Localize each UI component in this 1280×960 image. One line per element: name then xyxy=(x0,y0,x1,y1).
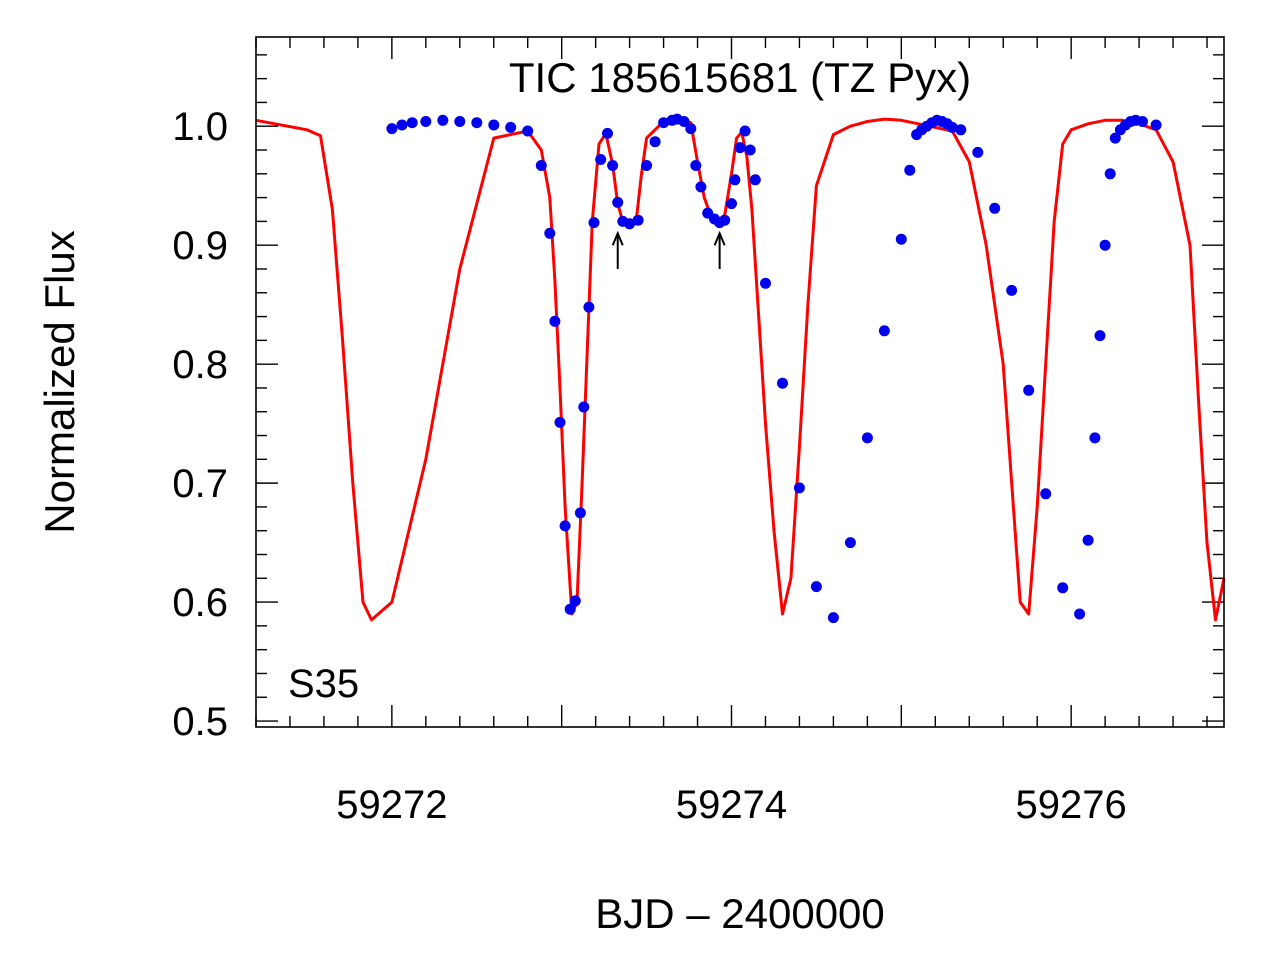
data-point xyxy=(437,114,449,126)
data-point xyxy=(1109,132,1121,144)
data-point xyxy=(471,117,483,129)
data-point xyxy=(1057,582,1069,594)
data-point xyxy=(955,124,967,136)
data-point xyxy=(406,117,418,129)
data-point xyxy=(632,214,644,226)
y-tick-label: 0.9 xyxy=(172,224,228,268)
data-point xyxy=(904,164,916,176)
data-point xyxy=(454,116,466,127)
data-point xyxy=(420,116,432,127)
data-point xyxy=(1094,330,1106,342)
data-point xyxy=(649,136,661,148)
data-point xyxy=(607,160,619,171)
data-point xyxy=(1104,168,1116,180)
data-point xyxy=(760,277,771,289)
y-tick-label: 0.6 xyxy=(172,581,228,625)
data-point xyxy=(678,116,690,127)
data-point xyxy=(595,154,607,165)
data-point xyxy=(574,507,586,519)
data-point xyxy=(690,160,702,171)
data-point xyxy=(1137,116,1148,127)
data-point xyxy=(588,217,600,229)
data-point xyxy=(658,117,670,129)
data-point xyxy=(1023,384,1035,396)
data-point xyxy=(1006,284,1018,296)
data-point xyxy=(535,160,547,171)
data-point xyxy=(505,121,517,133)
data-point xyxy=(1040,488,1052,500)
y-axis-label: Normalized Flux xyxy=(36,230,83,533)
data-point xyxy=(810,581,822,593)
data-point xyxy=(726,198,737,210)
x-tick-label: 59276 xyxy=(1016,783,1127,827)
data-point xyxy=(827,612,839,624)
data-point xyxy=(1074,608,1086,620)
data-point xyxy=(685,123,697,135)
data-point xyxy=(386,123,398,135)
data-point xyxy=(989,202,1001,214)
data-point xyxy=(578,401,590,413)
x-tick-label: 59272 xyxy=(336,783,447,827)
data-point xyxy=(488,119,500,131)
y-tick-label: 1.0 xyxy=(172,105,228,149)
data-point xyxy=(777,377,788,389)
y-tick-label: 0.8 xyxy=(172,343,228,387)
data-point xyxy=(583,301,595,313)
data-point xyxy=(878,325,890,337)
data-point xyxy=(861,432,873,444)
data-point xyxy=(895,233,907,245)
model-fit-line-group xyxy=(255,117,1226,622)
axis-ticks xyxy=(255,37,1224,727)
data-point xyxy=(641,160,653,171)
data-point xyxy=(396,119,408,131)
data-point xyxy=(624,218,636,230)
x-tick-label: 59274 xyxy=(676,783,787,827)
data-point xyxy=(972,146,984,158)
data-point xyxy=(739,125,751,137)
data-point xyxy=(1099,239,1111,251)
arrow-head xyxy=(713,230,726,246)
data-point xyxy=(749,174,761,186)
data-point xyxy=(1082,534,1094,546)
sector-label: S35 xyxy=(288,662,359,706)
data-point xyxy=(569,595,581,607)
data-point xyxy=(719,214,731,226)
data-point xyxy=(544,227,556,239)
x-tick-labels: 59272 59274 59276 xyxy=(336,783,1127,827)
data-point xyxy=(554,416,566,428)
observation-points xyxy=(386,113,1162,624)
data-point xyxy=(946,121,958,133)
data-point xyxy=(564,603,576,615)
data-point xyxy=(612,196,624,208)
data-point xyxy=(729,174,741,186)
plot-frame xyxy=(255,36,1225,728)
y-tick-label: 0.7 xyxy=(172,462,228,506)
data-point xyxy=(1089,432,1101,444)
data-point xyxy=(549,315,561,327)
arrow-head xyxy=(611,230,624,246)
data-point xyxy=(793,482,805,494)
data-point xyxy=(559,520,571,532)
annotation-arrows xyxy=(611,230,726,269)
y-tick-labels: 0.5 0.6 0.7 0.8 0.9 1.0 xyxy=(172,105,228,744)
data-point xyxy=(844,537,856,549)
x-axis-label: BJD – 2400000 xyxy=(595,890,885,937)
model-fit-line xyxy=(255,117,1226,622)
data-point xyxy=(602,127,613,139)
y-tick-label: 0.5 xyxy=(172,700,228,744)
chart-title: TIC 185615681 (TZ Pyx) xyxy=(509,54,971,101)
data-point xyxy=(522,125,534,137)
data-point xyxy=(1150,119,1162,131)
data-point xyxy=(734,142,746,154)
data-point xyxy=(744,144,756,156)
data-point xyxy=(695,181,707,193)
